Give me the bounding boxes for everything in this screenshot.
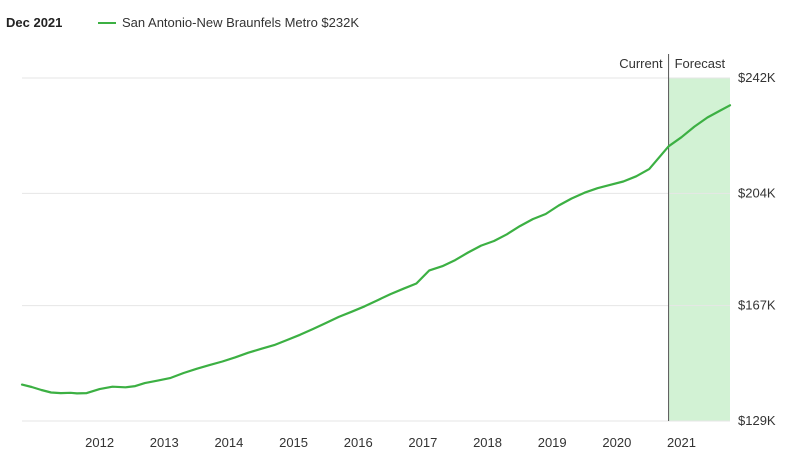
header-date: Dec 2021 bbox=[6, 15, 63, 30]
x-tick-label: 2017 bbox=[408, 435, 437, 450]
x-tick-label: 2015 bbox=[279, 435, 308, 450]
forecast-label: Forecast bbox=[675, 56, 726, 71]
x-tick-label: 2013 bbox=[150, 435, 179, 450]
x-tick-label: 2019 bbox=[538, 435, 567, 450]
legend-swatch bbox=[98, 21, 116, 24]
x-tick-label: 2014 bbox=[214, 435, 243, 450]
legend-label: San Antonio-New Braunfels Metro $232K bbox=[122, 15, 360, 30]
series-line bbox=[20, 104, 732, 395]
x-tick-label: 2016 bbox=[344, 435, 373, 450]
x-tick-label: 2012 bbox=[85, 435, 114, 450]
y-tick-label: $167K bbox=[738, 298, 776, 313]
x-tick-label: 2020 bbox=[602, 435, 631, 450]
y-tick-label: $242K bbox=[738, 70, 776, 85]
forecast-band bbox=[668, 78, 730, 421]
current-label: Current bbox=[619, 56, 663, 71]
y-tick-label: $204K bbox=[738, 185, 776, 200]
legend: San Antonio-New Braunfels Metro $232K bbox=[98, 15, 359, 30]
y-tick-label: $129K bbox=[738, 413, 776, 428]
x-tick-label: 2021 bbox=[667, 435, 696, 450]
x-tick-label: 2018 bbox=[473, 435, 502, 450]
